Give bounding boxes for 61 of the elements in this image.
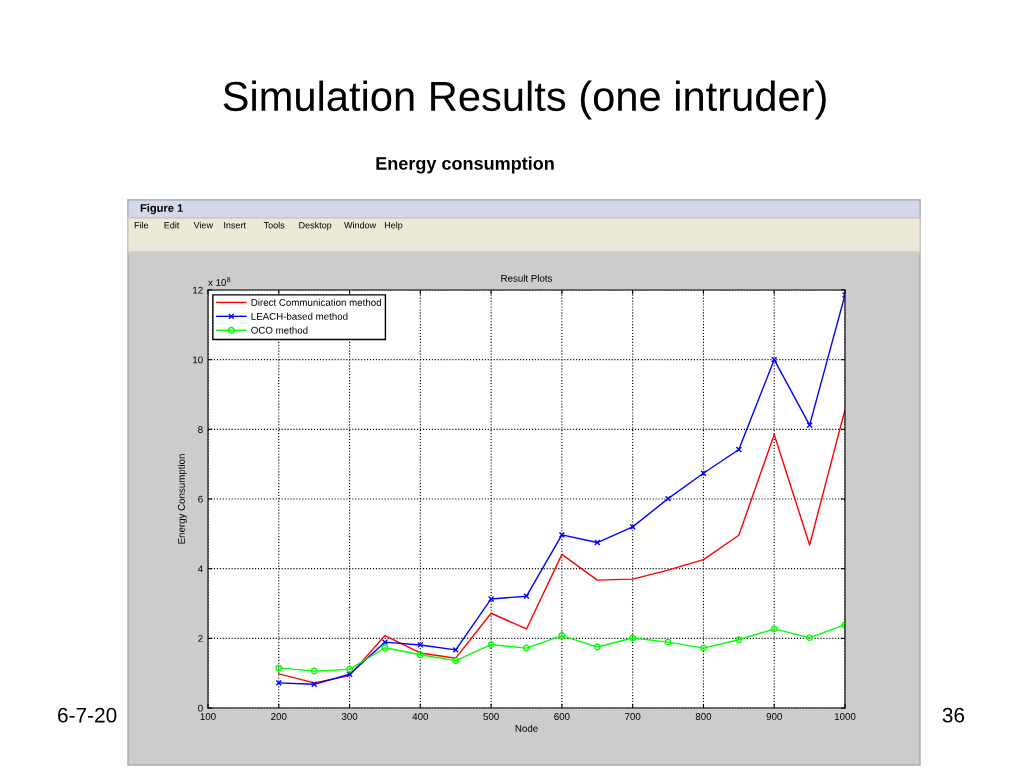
point bbox=[558, 632, 566, 640]
text: Insert bbox=[224, 222, 246, 229]
text: Help bbox=[384, 221, 403, 231]
legend-label: Direct Communication method bbox=[251, 298, 381, 306]
point bbox=[310, 667, 318, 675]
point bbox=[416, 651, 424, 659]
point bbox=[594, 539, 601, 546]
point bbox=[523, 644, 530, 652]
y-tick-label: 12 bbox=[193, 286, 203, 294]
y-axis-title: Energy Consumption bbox=[177, 454, 187, 544]
text: x 10$^{8}$ bbox=[208, 277, 231, 286]
text: View bbox=[193, 221, 214, 229]
x-tick-label: 900 bbox=[766, 713, 782, 720]
point bbox=[806, 422, 813, 429]
x-tick-label: 600 bbox=[554, 713, 570, 720]
y-tick-label: 2 bbox=[198, 635, 203, 642]
text: 6-7-20 bbox=[58, 707, 117, 723]
point bbox=[311, 681, 318, 688]
text: Tools bbox=[263, 221, 285, 229]
point bbox=[381, 644, 389, 652]
x-tick-label: 700 bbox=[625, 713, 641, 720]
y-tick-label: 0 bbox=[198, 704, 203, 712]
x-tick-label: 500 bbox=[483, 713, 499, 720]
x-tick-label: 400 bbox=[412, 713, 429, 720]
point bbox=[487, 641, 495, 649]
point bbox=[664, 495, 672, 502]
text: Simulation Results (one intruder) bbox=[223, 80, 826, 120]
point bbox=[346, 665, 354, 673]
point bbox=[629, 634, 637, 642]
chart-title: Result Plots bbox=[501, 274, 553, 282]
text: 36 bbox=[942, 707, 965, 723]
point bbox=[275, 664, 283, 672]
point bbox=[699, 644, 707, 652]
point bbox=[629, 523, 636, 530]
x-tick-label: 800 bbox=[695, 713, 712, 720]
y-tick-label: 10 bbox=[193, 356, 203, 364]
legend-label: OCO method bbox=[251, 326, 308, 334]
text: Window bbox=[344, 221, 377, 229]
y-tick-label: 8 bbox=[198, 426, 203, 433]
x-tick-label: 1000 bbox=[834, 713, 856, 720]
point bbox=[735, 636, 743, 644]
point bbox=[700, 470, 707, 477]
point bbox=[417, 641, 424, 649]
point bbox=[523, 593, 530, 600]
point bbox=[275, 679, 282, 687]
y-tick-label: 6 bbox=[198, 495, 203, 503]
caption: Figure 1 bbox=[140, 203, 183, 215]
text: Edit bbox=[164, 221, 180, 229]
legend-label: LEACH-based method bbox=[251, 312, 348, 320]
text: File bbox=[134, 221, 149, 229]
x-tick-label: 200 bbox=[271, 713, 287, 720]
point bbox=[735, 446, 742, 453]
point bbox=[806, 634, 814, 642]
point bbox=[452, 657, 460, 665]
x-axis-title: Node bbox=[515, 724, 538, 732]
text: Energy consumption bbox=[376, 156, 554, 174]
y-tick-label: 4 bbox=[197, 565, 203, 573]
x-tick-label: 100 bbox=[200, 713, 216, 720]
text: Desktop bbox=[299, 221, 332, 231]
point bbox=[593, 643, 601, 651]
x-tick-label: 300 bbox=[341, 713, 358, 720]
